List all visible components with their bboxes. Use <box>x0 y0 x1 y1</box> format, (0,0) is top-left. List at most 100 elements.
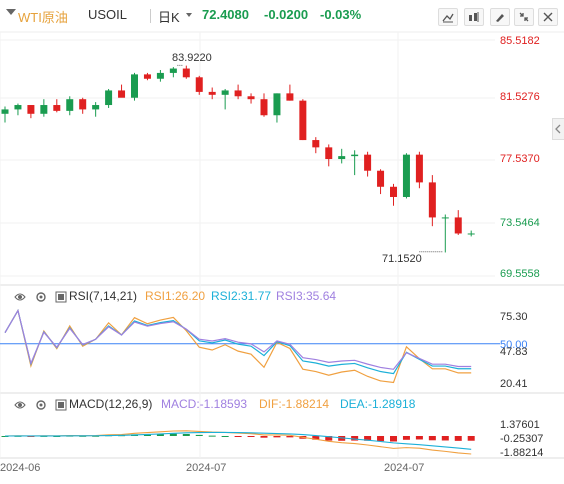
price-axis-label: 85.5182 <box>500 35 540 47</box>
rsi3-value: RSI3:35.64 <box>276 289 337 303</box>
rsi2-value: RSI2:31.77 <box>211 289 272 303</box>
macd-axis-label: -1.88214 <box>500 447 544 459</box>
close-button[interactable] <box>538 8 558 26</box>
brush-icon <box>496 14 504 22</box>
rsi-axis-label: 20.41 <box>500 378 528 390</box>
candle-body <box>312 140 320 148</box>
price-axis-label: 69.5558 <box>500 268 540 280</box>
rsi-line <box>4 308 472 370</box>
macd-histogram-bar <box>415 436 423 440</box>
symbol-code[interactable]: USOIL <box>88 7 128 22</box>
candle-body <box>415 154 423 183</box>
last-price: 72.4080 <box>202 7 249 22</box>
dea-value: DEA:-1.28918 <box>340 397 416 411</box>
macd-histogram-bar <box>454 436 462 441</box>
price-axis-label: 77.5370 <box>500 153 540 165</box>
rsi-axis-label: 75.30 <box>500 311 528 323</box>
candlestick-series <box>1 64 475 253</box>
macd-axis-label: -0.25307 <box>500 433 544 445</box>
candle-body <box>131 74 138 98</box>
rsi-line <box>4 308 472 384</box>
macd-dif-line <box>4 430 472 455</box>
candle-body <box>390 186 397 197</box>
macd-histogram-bar <box>351 436 359 441</box>
indicator-button[interactable] <box>464 8 484 26</box>
candle-body <box>299 100 307 141</box>
x-axis-label: 2024-06 <box>0 462 41 474</box>
candle-body <box>441 217 449 219</box>
macd-axis-label: 1.37601 <box>500 419 540 431</box>
candle-body <box>169 68 177 73</box>
compress-button[interactable] <box>514 8 534 26</box>
candle-body <box>14 105 22 110</box>
candle-body <box>1 109 9 114</box>
period-selector[interactable]: 日K <box>158 10 180 25</box>
macd-histogram-bar <box>312 436 320 440</box>
chart-header: WTI原油 USOIL 日K 72.4080 -0.0200 -0.03% <box>0 0 564 32</box>
candle-body <box>351 154 359 157</box>
macd-histogram-bar <box>156 433 164 436</box>
macd-histogram-bar <box>143 434 151 436</box>
settings-icon[interactable] <box>35 399 47 411</box>
period-dropdown-icon[interactable] <box>186 13 192 17</box>
candle-body <box>467 233 475 235</box>
candle-body <box>40 105 48 114</box>
macd-histogram-bar <box>273 436 281 438</box>
candle-body <box>118 90 126 98</box>
macd-histogram-bar <box>1 436 9 437</box>
x-axis-label: 2024-07 <box>186 462 227 474</box>
price-change-pct: -0.03% <box>320 7 362 22</box>
candle-body <box>66 99 74 111</box>
macd-histogram-bar <box>234 436 242 437</box>
compress-icon <box>519 12 529 22</box>
candle-body <box>338 156 346 160</box>
macd-label: MACD(12,26,9) <box>69 397 153 411</box>
candle-body <box>221 90 229 95</box>
price-change: -0.0200 <box>264 7 309 22</box>
draw-icon <box>442 13 454 23</box>
candle-body <box>286 93 294 101</box>
style-button[interactable] <box>490 8 510 26</box>
candle-body <box>156 72 164 79</box>
macd-series <box>1 430 475 455</box>
close-icon <box>543 12 553 22</box>
candle-body <box>105 90 113 106</box>
candle-body <box>234 90 242 97</box>
candle-body <box>195 77 203 92</box>
macd-histogram-bar <box>169 433 177 436</box>
candle-body <box>273 93 281 116</box>
macd-histogram-bar <box>390 436 397 442</box>
high-annotation: 83.9220 <box>172 52 212 64</box>
macd-histogram-bar <box>402 436 410 440</box>
x-axis-label: 2024-07 <box>384 462 425 474</box>
grid-lines <box>0 31 564 459</box>
symbol-name[interactable]: WTI原油 <box>18 10 68 25</box>
candle-body <box>454 217 462 234</box>
collapse-icon[interactable] <box>6 9 16 15</box>
price-axis-label: 73.5464 <box>500 217 540 229</box>
eye-icon[interactable] <box>14 291 26 303</box>
low-annotation: 71.1520 <box>382 253 422 265</box>
draw-tools-button[interactable] <box>438 8 458 26</box>
macd-histogram-bar <box>364 436 372 441</box>
settings-icon[interactable] <box>35 291 47 303</box>
macd-histogram-bar <box>221 435 229 437</box>
macd-histogram-bar <box>182 434 190 436</box>
indicator-icon <box>469 12 479 22</box>
macd-histogram-bar <box>467 436 475 441</box>
rsi-axis-label: 50.00 <box>500 339 528 351</box>
macd-histogram-bar <box>325 436 333 441</box>
indicator-box-icon[interactable] <box>55 399 67 411</box>
macd-dea-line <box>4 431 472 450</box>
eye-icon[interactable] <box>14 399 26 411</box>
candle-body <box>428 182 436 218</box>
candle-body <box>27 105 35 114</box>
expand-panel-button[interactable] <box>552 118 564 140</box>
rsi-header: RSI(7,14,21) RSI1:26.20 RSI2:31.77 RSI3:… <box>0 289 564 305</box>
candle-body <box>53 105 61 111</box>
candle-body <box>143 74 151 79</box>
macd-histogram-bar <box>195 434 203 436</box>
rsi-series <box>0 308 500 384</box>
indicator-box-icon[interactable] <box>55 291 67 303</box>
